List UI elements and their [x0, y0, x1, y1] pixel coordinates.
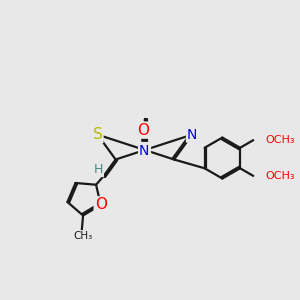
Text: CH₃: CH₃	[74, 231, 93, 241]
Text: N: N	[187, 128, 197, 142]
Text: S: S	[93, 127, 102, 142]
Text: OCH₃: OCH₃	[266, 135, 295, 145]
Text: N: N	[139, 144, 149, 158]
Text: OCH₃: OCH₃	[266, 172, 295, 182]
Text: O: O	[95, 197, 107, 212]
Text: N: N	[140, 143, 150, 157]
Text: H: H	[94, 163, 103, 176]
Text: O: O	[137, 123, 149, 138]
